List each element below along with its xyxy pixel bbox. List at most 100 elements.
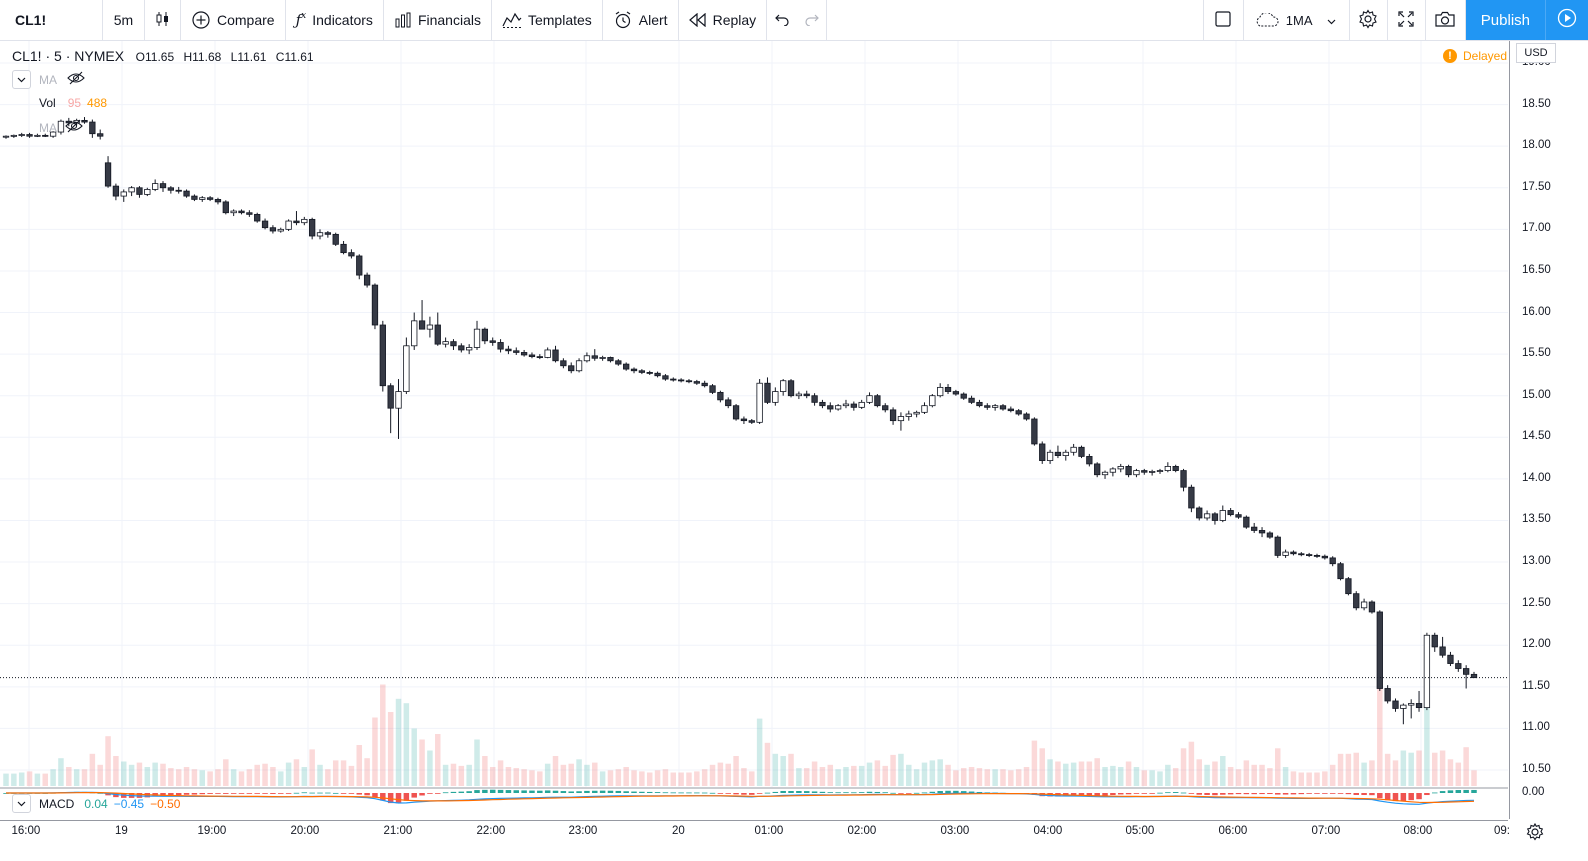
candle-body bbox=[654, 372, 661, 377]
volume-bar bbox=[1165, 764, 1171, 786]
macd-histogram-bar bbox=[1471, 789, 1477, 793]
candle-body bbox=[371, 284, 379, 326]
interval-button[interactable]: 5m bbox=[103, 0, 145, 40]
volume-bar bbox=[678, 772, 684, 786]
volume-bar bbox=[921, 762, 928, 786]
candle-body bbox=[387, 385, 394, 409]
macd-histogram-bar bbox=[1400, 793, 1407, 801]
candle-body bbox=[913, 411, 920, 415]
publish-menu-button[interactable] bbox=[1545, 0, 1588, 40]
volume-bar bbox=[89, 753, 96, 786]
candle-body bbox=[717, 391, 724, 401]
candle-body bbox=[1023, 413, 1030, 420]
candle-body bbox=[952, 391, 960, 395]
macd-histogram-bar bbox=[513, 790, 520, 793]
volume-bar bbox=[733, 756, 739, 786]
replay-button[interactable]: Replay bbox=[679, 0, 768, 40]
fullscreen-button[interactable] bbox=[1388, 0, 1426, 40]
volume-bar bbox=[529, 770, 535, 786]
macd-histogram-bar bbox=[717, 793, 724, 794]
financials-button[interactable]: Financials bbox=[384, 0, 492, 40]
candle-body bbox=[18, 134, 25, 136]
volume-bar bbox=[1243, 760, 1250, 786]
volume-bar bbox=[646, 772, 653, 786]
macd-histogram-bar bbox=[639, 791, 645, 793]
volume-bar bbox=[1188, 741, 1195, 786]
select-layout-button[interactable] bbox=[1204, 0, 1244, 40]
ma-legend: MA bbox=[12, 70, 85, 89]
settings-button[interactable] bbox=[1350, 0, 1388, 40]
candle-body bbox=[316, 232, 324, 237]
candle-body bbox=[136, 187, 143, 195]
legend-low: L11.61 bbox=[230, 50, 267, 64]
eye-hidden-icon[interactable] bbox=[65, 119, 83, 136]
legend-symbol: CL1! · 5 · NYMEX bbox=[12, 48, 125, 64]
volume-bar bbox=[356, 745, 363, 786]
time-tick-label: 22:00 bbox=[476, 825, 506, 837]
alert-button[interactable]: Alert bbox=[603, 0, 679, 40]
volume-bar bbox=[442, 764, 449, 786]
volume-bar bbox=[128, 764, 135, 786]
undo-button[interactable] bbox=[767, 0, 797, 40]
volume-bar bbox=[960, 768, 967, 786]
volume-bar bbox=[725, 763, 731, 786]
volume-bar bbox=[427, 750, 433, 786]
macd-histogram-bar bbox=[1282, 793, 1289, 795]
candle-body bbox=[363, 274, 371, 286]
delayed-badge[interactable]: ! Delayed bbox=[1443, 49, 1507, 63]
chart-style-button[interactable] bbox=[145, 0, 181, 40]
symbol-search-button[interactable]: CL1! bbox=[0, 0, 103, 40]
publish-button[interactable]: Publish bbox=[1465, 0, 1545, 40]
macd-histogram-bar bbox=[968, 791, 975, 793]
volume-bar bbox=[450, 763, 457, 786]
macd-histogram-bar bbox=[160, 793, 166, 796]
snapshot-button[interactable] bbox=[1426, 0, 1466, 40]
volume-bar bbox=[796, 768, 802, 786]
templates-button[interactable]: Templates bbox=[492, 0, 603, 40]
macd-histogram-bar bbox=[175, 793, 182, 796]
candle-body bbox=[254, 213, 261, 222]
volume-bar bbox=[803, 768, 810, 786]
currency-badge[interactable]: USD bbox=[1516, 43, 1556, 63]
indicators-label: Indicators bbox=[312, 12, 373, 28]
price-scale[interactable]: 19.0018.5018.0017.5017.0016.5016.0015.50… bbox=[1509, 41, 1588, 819]
collapse-legend-button[interactable] bbox=[12, 70, 31, 89]
candle-body bbox=[403, 345, 410, 392]
candle-body bbox=[662, 375, 669, 380]
price-chart[interactable] bbox=[0, 41, 1508, 819]
candle-body bbox=[787, 380, 795, 397]
vol-value-a: 95 bbox=[67, 96, 82, 110]
macd-histogram-bar bbox=[317, 792, 323, 794]
volume-bar bbox=[1377, 671, 1383, 786]
macd-histogram-bar bbox=[937, 791, 943, 793]
candle-body bbox=[1086, 456, 1093, 465]
volume-bar bbox=[1180, 748, 1187, 786]
macd-histogram-bar bbox=[254, 793, 260, 794]
candle-body bbox=[1101, 471, 1109, 476]
macd-histogram-bar bbox=[803, 791, 810, 793]
volume-bar bbox=[623, 767, 629, 786]
compare-button[interactable]: Compare bbox=[181, 0, 286, 40]
macd-histogram-bar bbox=[811, 791, 818, 793]
time-scale[interactable]: 16:00 19 19:00 20:00 21:00 22:00 23:00 20 01:00 0… bbox=[0, 820, 1510, 861]
save-layout-button[interactable]: 1MA bbox=[1244, 0, 1350, 40]
candle-body bbox=[811, 395, 818, 403]
price-tick-label: 11.00 bbox=[1522, 721, 1550, 734]
volume-bar bbox=[1000, 769, 1006, 786]
candle-body bbox=[1180, 470, 1187, 488]
candle-body bbox=[1078, 446, 1085, 457]
gear-icon bbox=[1358, 8, 1378, 32]
volume-bar bbox=[1424, 675, 1430, 786]
eye-hidden-icon[interactable] bbox=[67, 71, 85, 88]
candle-body bbox=[921, 405, 928, 413]
collapse-macd-legend-button[interactable] bbox=[12, 794, 31, 813]
macd-histogram-bar bbox=[1408, 793, 1414, 801]
redo-button[interactable] bbox=[797, 0, 828, 40]
candle-body bbox=[905, 413, 912, 417]
chart-settings-gear-icon[interactable] bbox=[1525, 822, 1545, 847]
legend-open: O11.65 bbox=[135, 50, 175, 64]
candle-body bbox=[332, 233, 339, 245]
candle-body bbox=[615, 360, 622, 365]
price-tick-label: 15.00 bbox=[1522, 388, 1551, 401]
